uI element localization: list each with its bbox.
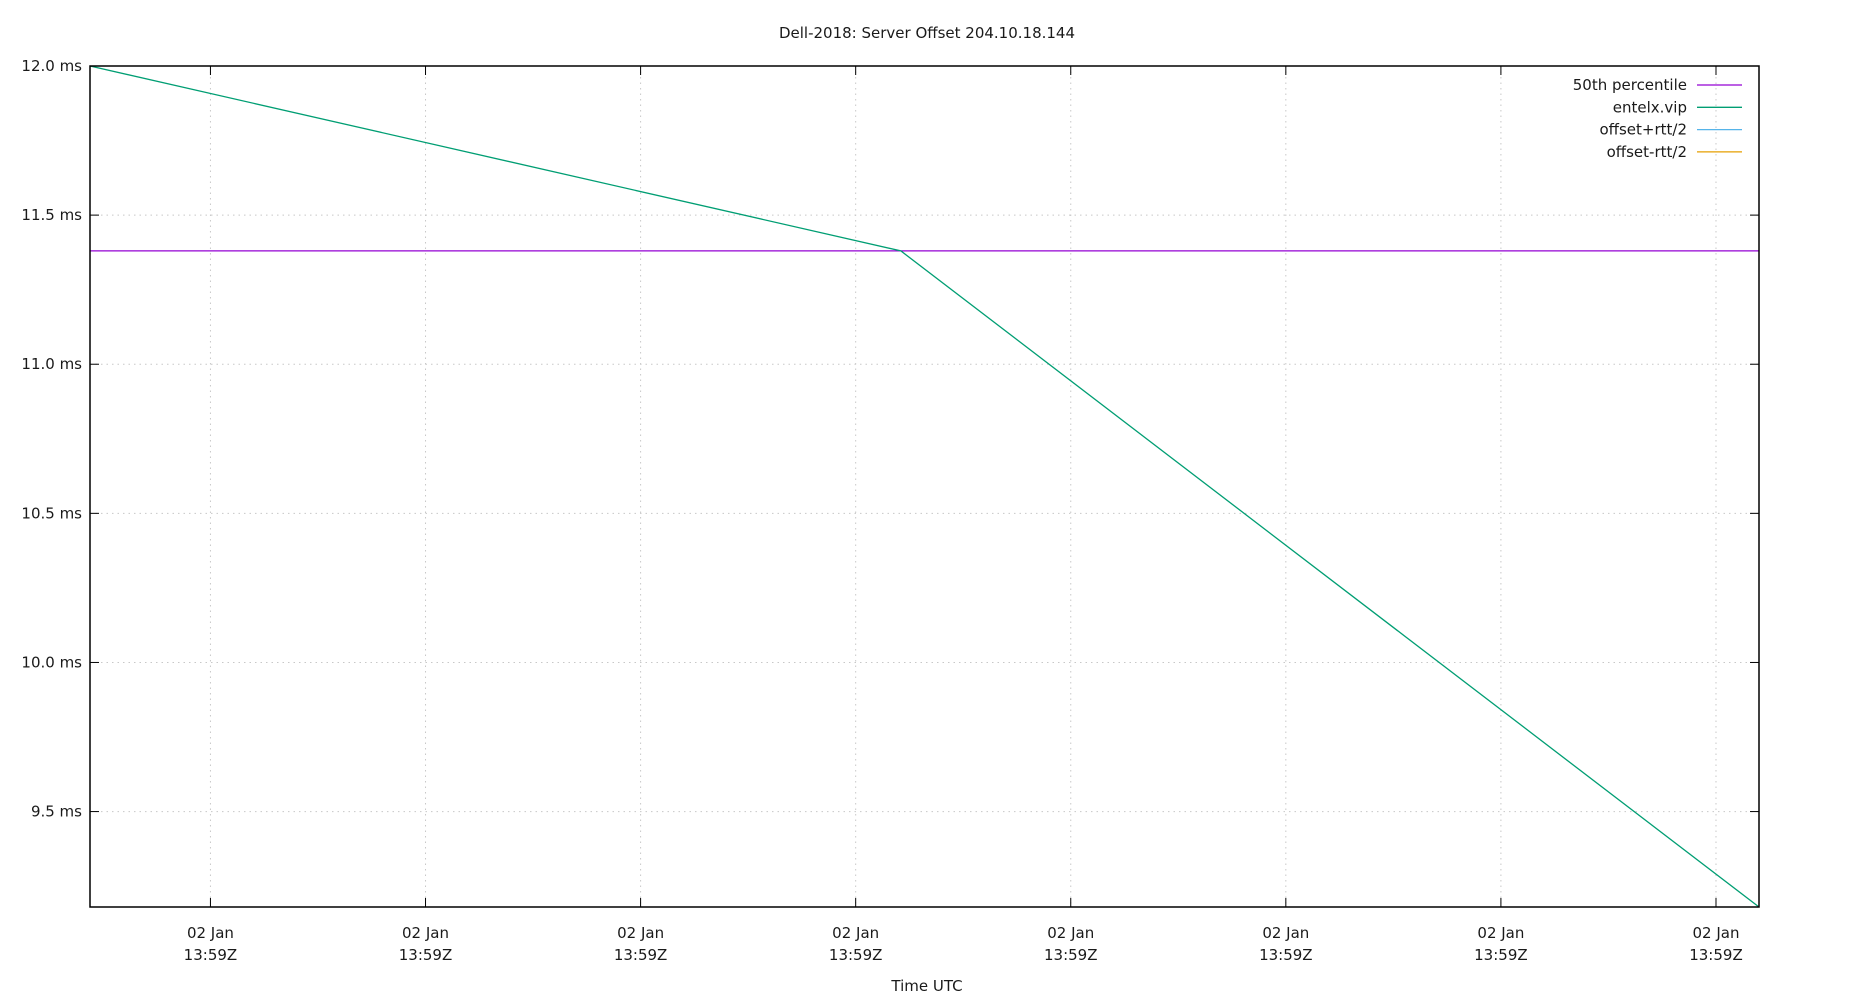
axes: 12.0 ms 11.5 ms 11.0 ms 10.5 ms 10.0 ms 9.5 m… [21, 57, 1759, 964]
legend: 50th percentile entelx.vip offset+rtt/2 off… [1573, 76, 1742, 161]
series-line-entelx-vip [89, 65, 1760, 908]
x-tick-label-date: 02 Jan [617, 924, 664, 942]
x-tick-label-time: 13:59Z [614, 946, 668, 964]
x-tick-label-time: 13:59Z [184, 946, 238, 964]
y-tick-label: 10.5 ms [21, 504, 82, 522]
y-tick-label: 10.0 ms [21, 653, 82, 671]
x-tick-label-date: 02 Jan [1692, 924, 1739, 942]
x-tick-label-time: 13:59Z [1474, 946, 1528, 964]
x-tick-label-time: 13:59Z [1044, 946, 1098, 964]
plot-border [89, 65, 1760, 908]
x-tick-label-time: 13:59Z [829, 946, 883, 964]
x-tick-label-date: 02 Jan [187, 924, 234, 942]
legend-label: offset+rtt/2 [1599, 121, 1687, 139]
x-tick-label-date: 02 Jan [1262, 924, 1309, 942]
x-tick-label-time: 13:59Z [1689, 946, 1743, 964]
y-tick-label: 11.0 ms [21, 355, 82, 373]
y-tick-label: 12.0 ms [21, 57, 82, 75]
x-tick-label-time: 13:59Z [1259, 946, 1313, 964]
x-tick-label-date: 02 Jan [1477, 924, 1524, 942]
legend-label: offset-rtt/2 [1607, 143, 1687, 161]
legend-label: 50th percentile [1573, 76, 1687, 94]
chart-title: Dell-2018: Server Offset 204.10.18.144 [779, 24, 1075, 42]
x-axis-label: Time UTC [890, 977, 962, 995]
legend-label: entelx.vip [1613, 98, 1687, 116]
grid [90, 65, 1759, 907]
y-tick-label: 9.5 ms [31, 803, 82, 821]
x-tick-label-date: 02 Jan [832, 924, 879, 942]
x-tick-label-time: 13:59Z [399, 946, 453, 964]
x-tick-label-date: 02 Jan [1047, 924, 1094, 942]
series-group [89, 65, 1760, 908]
x-tick-label-date: 02 Jan [402, 924, 449, 942]
y-tick-label: 11.5 ms [21, 206, 82, 224]
